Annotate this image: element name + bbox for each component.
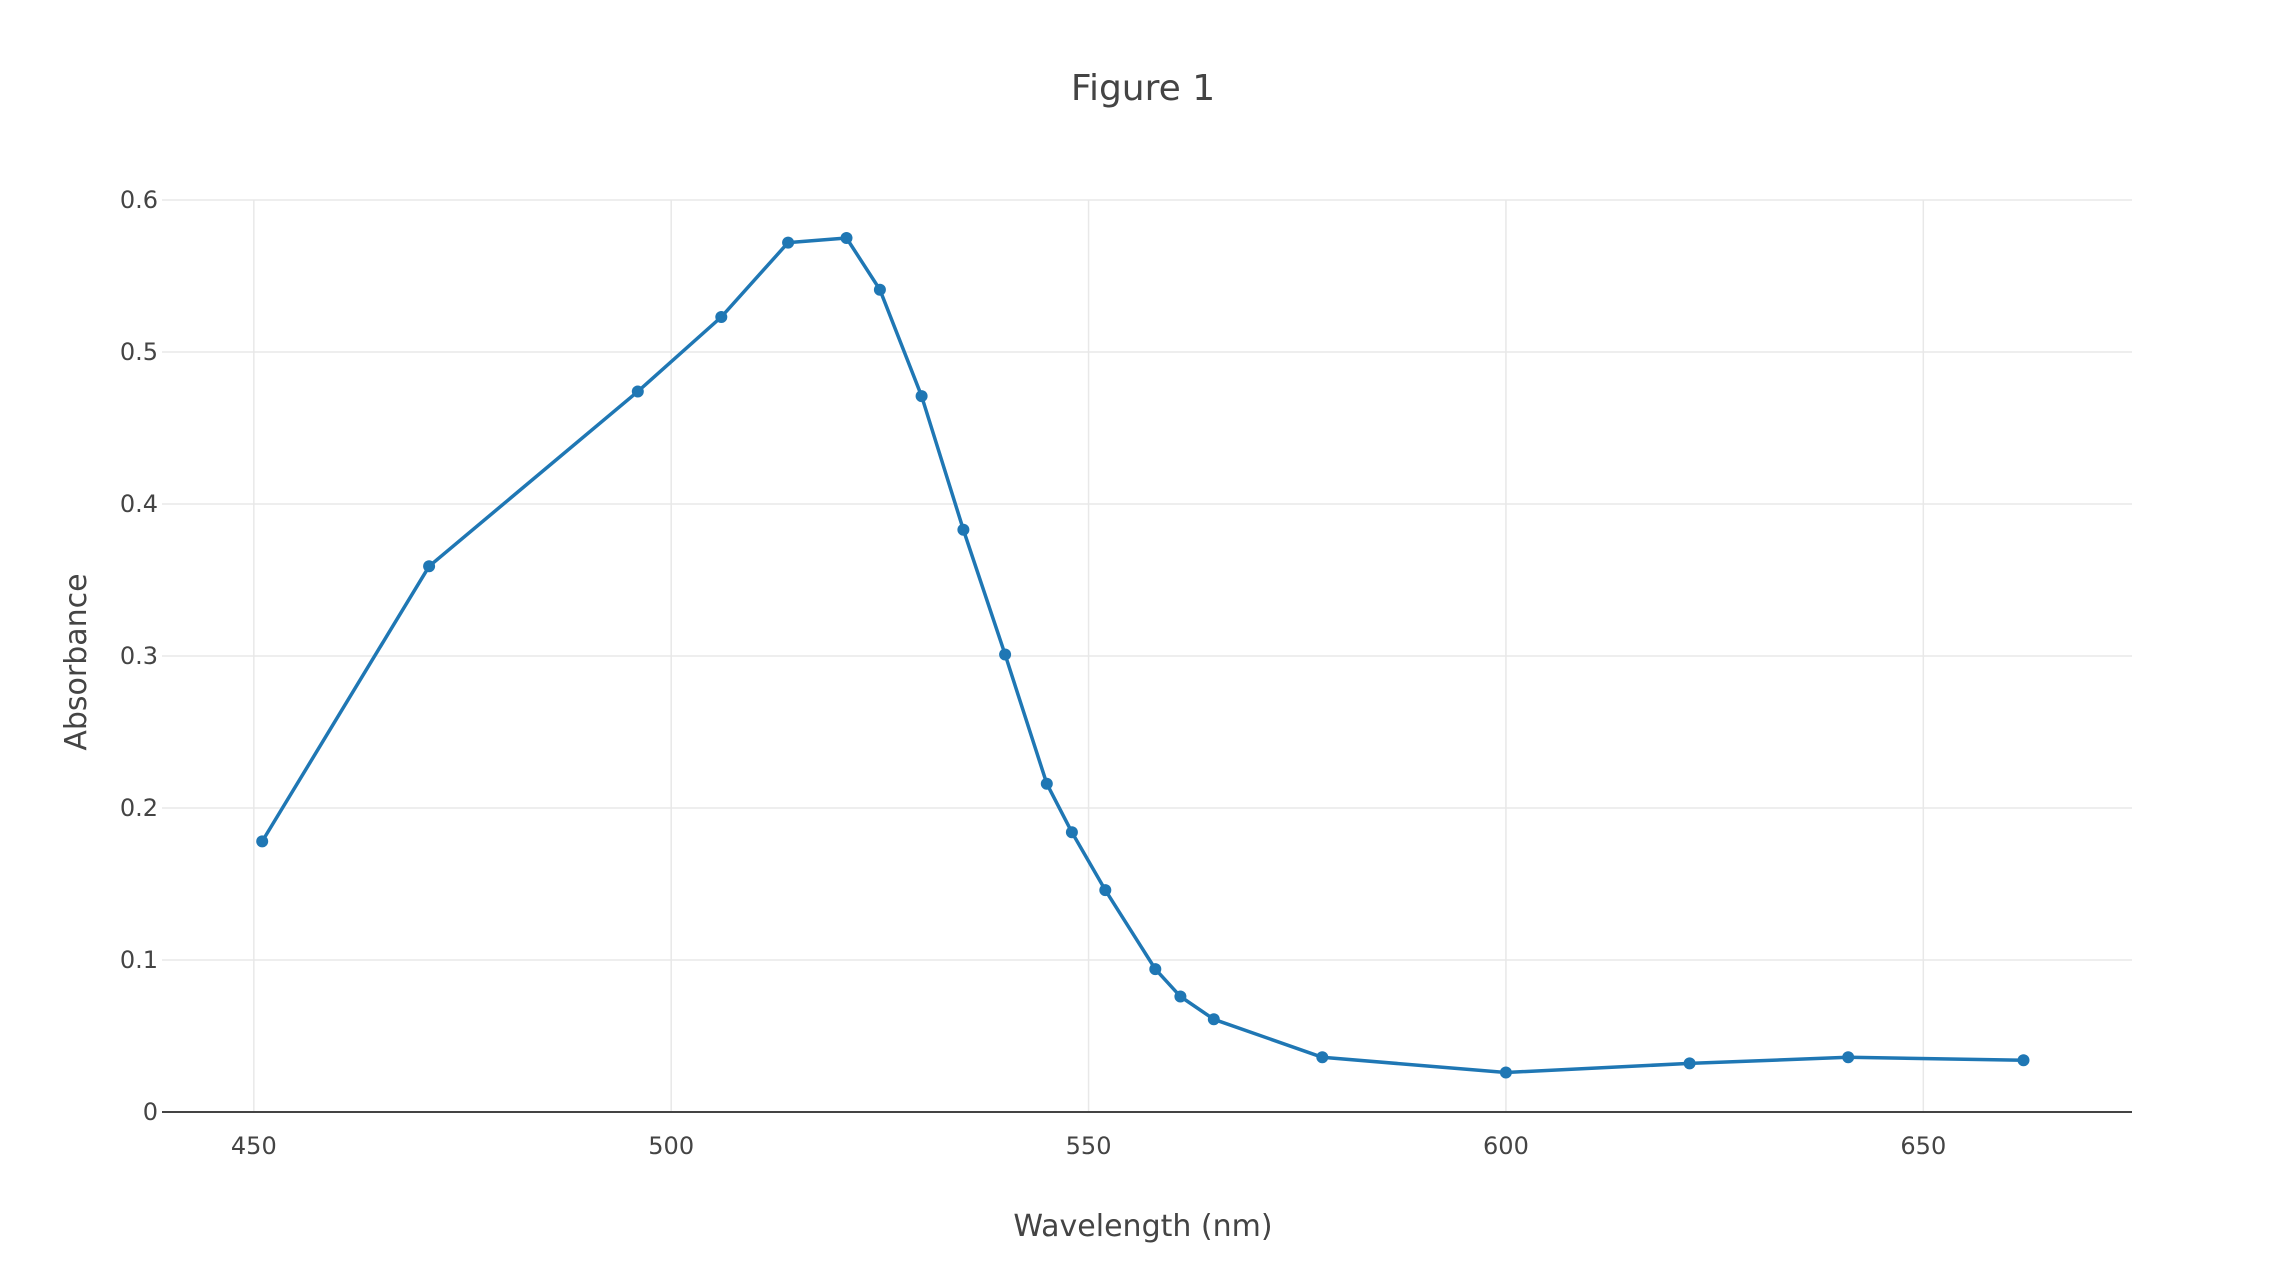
data-point xyxy=(915,390,928,403)
y-axis-title: Absorbance xyxy=(59,573,94,750)
x-tick-label: 550 xyxy=(1066,1132,1112,1160)
data-point xyxy=(782,236,795,249)
series-layer xyxy=(256,232,2030,1079)
x-gridlines xyxy=(253,200,1925,1112)
y-tick-label: 0.6 xyxy=(120,186,158,214)
data-point xyxy=(1316,1051,1329,1064)
y-tick-label: 0.3 xyxy=(120,642,158,670)
data-point xyxy=(1499,1066,1512,1079)
data-point xyxy=(873,283,886,296)
data-point xyxy=(1149,963,1162,976)
data-point xyxy=(840,232,853,244)
y-gridlines xyxy=(162,199,2132,961)
data-point xyxy=(1099,884,1112,897)
y-tick-label: 0.2 xyxy=(120,794,158,822)
x-tick-label: 450 xyxy=(231,1132,277,1160)
data-point xyxy=(999,648,1012,661)
y-tick-label: 0.4 xyxy=(120,490,158,518)
data-point xyxy=(423,560,436,573)
data-point xyxy=(1207,1013,1220,1026)
data-point xyxy=(1040,777,1053,790)
x-tick-labels: 450 500 550 600 650 xyxy=(231,1132,1946,1160)
data-point xyxy=(631,385,644,398)
x-axis-title: Wavelength (nm) xyxy=(1013,1209,1272,1244)
data-point xyxy=(1683,1057,1696,1070)
data-point xyxy=(957,523,970,536)
y-tick-label: 0.1 xyxy=(120,946,158,974)
data-point xyxy=(1174,990,1187,1003)
chart-title: Figure 1 xyxy=(1071,68,1215,109)
data-point xyxy=(2017,1054,2030,1067)
y-tick-label: 0.5 xyxy=(120,338,158,366)
y-tick-labels: 0 0.1 0.2 0.3 0.4 0.5 0.6 xyxy=(120,186,158,1126)
data-point xyxy=(1842,1051,1855,1064)
data-point xyxy=(715,311,728,323)
y-tick-label: 0 xyxy=(143,1098,158,1126)
data-point xyxy=(256,835,269,848)
x-tick-label: 650 xyxy=(1900,1132,1946,1160)
x-tick-label: 600 xyxy=(1483,1132,1529,1160)
x-tick-label: 500 xyxy=(648,1132,694,1160)
data-point xyxy=(1065,826,1078,839)
